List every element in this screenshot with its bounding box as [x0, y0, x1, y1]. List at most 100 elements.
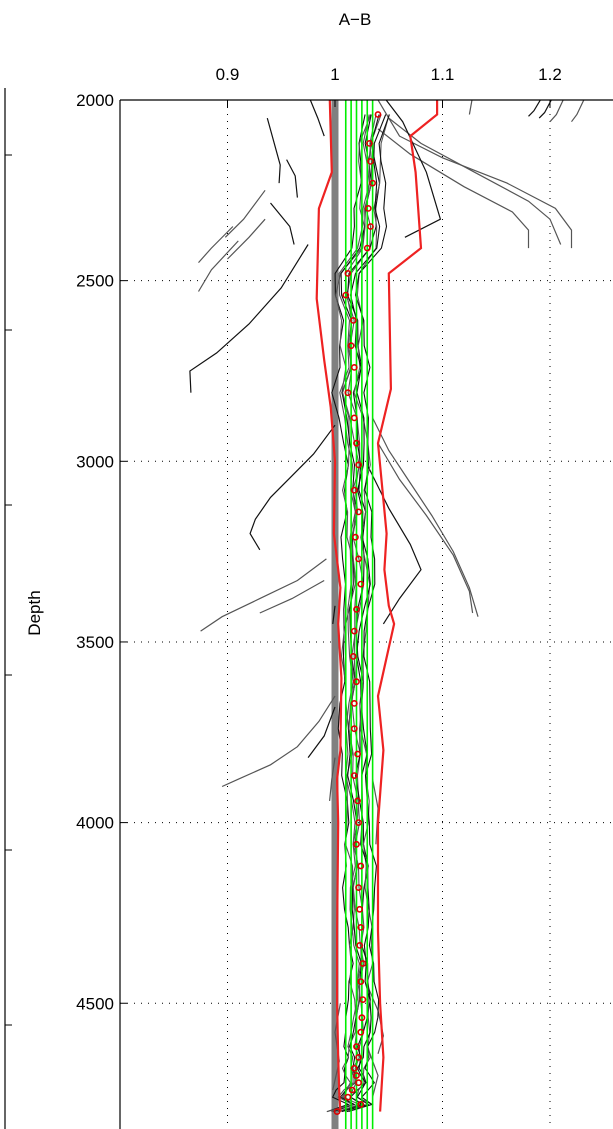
marker-point	[356, 942, 364, 949]
envelope-left-line	[315, 100, 343, 1112]
y-tick-label: 3500	[76, 633, 114, 652]
marker-point	[350, 486, 358, 494]
marker-point	[347, 342, 355, 350]
marker-point	[357, 1028, 365, 1036]
profile-line	[388, 117, 562, 245]
marker-point	[355, 555, 362, 563]
profile-line	[307, 706, 336, 758]
profile-line	[332, 605, 336, 624]
tick-labels: 0.9 1 1.1 1.2 2000 2500 3000 3500 4000 4500	[76, 65, 562, 1013]
marker-point	[344, 389, 352, 397]
profile-line	[528, 100, 542, 117]
marker-point	[357, 924, 365, 931]
y-tick-label: 2000	[76, 91, 114, 110]
marker-point	[350, 725, 358, 733]
profile-line	[224, 189, 266, 238]
profile-line	[549, 100, 564, 123]
marker-point	[355, 884, 362, 891]
marker-point	[355, 1054, 362, 1061]
marker-point	[344, 269, 352, 277]
marker-point	[344, 1093, 352, 1101]
marker-point	[355, 1079, 362, 1087]
marker-point	[365, 139, 373, 147]
marker-point	[353, 606, 360, 613]
profile-bundle-line	[331, 114, 370, 1113]
marker-point	[364, 204, 372, 212]
profile-line	[377, 442, 474, 614]
marker-point	[358, 1014, 366, 1022]
marker-point	[350, 1064, 358, 1072]
profile-line	[286, 159, 298, 198]
axes	[4, 88, 613, 1129]
profile-line	[198, 226, 234, 263]
profile-line	[259, 579, 325, 614]
marker-point	[348, 1086, 356, 1094]
marker-point	[354, 750, 361, 758]
profile-line	[266, 117, 281, 184]
profile-line	[221, 695, 336, 788]
marker-point	[342, 291, 350, 299]
y-tick-label: 4500	[76, 994, 114, 1013]
profile-line	[270, 202, 295, 245]
profile-line	[329, 757, 336, 801]
marker-point	[333, 1108, 341, 1115]
y-axis-label: Depth	[25, 590, 44, 635]
y-tick-label: 2500	[76, 272, 114, 291]
profile-bundle-line	[346, 114, 390, 1113]
x-tick-label: 1.1	[431, 65, 455, 84]
marker-point	[374, 111, 382, 118]
marker-point	[350, 414, 358, 422]
marker-point	[355, 508, 362, 516]
envelope-right-line	[376, 100, 439, 1112]
y-tick-label: 3000	[76, 452, 114, 471]
y-tick-label: 4000	[76, 814, 114, 833]
marker-point	[367, 157, 374, 165]
marker-point	[349, 653, 357, 660]
profile-bundle-line	[337, 114, 382, 1113]
profile-line	[200, 558, 327, 632]
profile-line	[249, 424, 336, 551]
marker-point	[350, 627, 358, 635]
profile-line	[377, 100, 573, 249]
profile-bundle-line	[348, 114, 390, 1113]
marker-point	[357, 862, 365, 870]
marker-point	[357, 978, 365, 985]
profile-line	[571, 100, 585, 123]
marker-point	[369, 179, 376, 187]
marker-point	[359, 996, 367, 1003]
profile-line	[227, 218, 266, 260]
profile-line	[366, 464, 422, 625]
profile-line	[385, 100, 442, 238]
marker-point	[356, 905, 364, 913]
marker-point	[355, 461, 362, 469]
marker-point	[350, 363, 358, 371]
marker-point	[359, 960, 367, 967]
marker-point	[353, 1043, 360, 1050]
marker-point	[351, 533, 359, 541]
marker-point	[353, 1072, 360, 1079]
profile-line	[377, 128, 530, 249]
marker-point	[353, 678, 360, 686]
x-tick-label: 1.2	[538, 65, 562, 84]
profile-line	[189, 244, 309, 393]
plot-area	[189, 100, 585, 1129]
marker-point	[350, 772, 358, 779]
chart-title: A−B	[339, 10, 372, 29]
marker-point	[353, 840, 360, 848]
x-tick-label: 0.9	[216, 65, 240, 84]
profile-line	[366, 1046, 379, 1098]
marker-point	[357, 1101, 365, 1108]
marker-point	[367, 223, 374, 230]
marker-point	[357, 580, 365, 588]
marker-point	[349, 316, 357, 324]
marker-point	[354, 797, 361, 805]
marker-point	[353, 439, 360, 447]
profile-line	[372, 417, 479, 617]
marker-point	[350, 700, 358, 707]
x-tick-label: 1	[330, 65, 339, 84]
profile-line	[197, 240, 239, 292]
profile-line	[309, 100, 325, 137]
marker-point	[355, 819, 362, 826]
profile-line	[468, 100, 473, 115]
